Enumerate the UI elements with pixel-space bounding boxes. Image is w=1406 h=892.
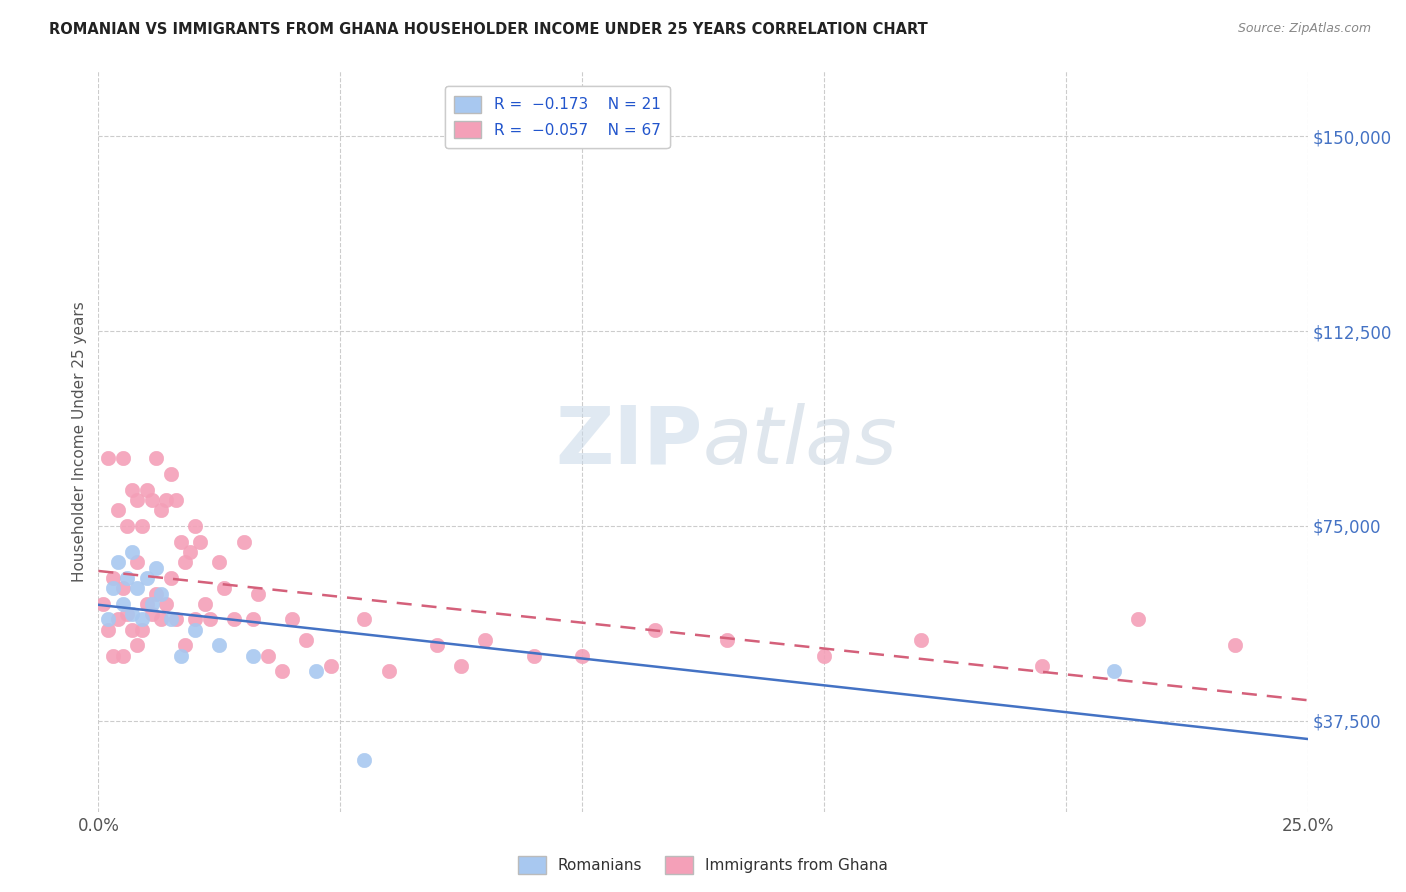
Point	[121, 623, 143, 637]
Point	[644, 623, 666, 637]
Point	[135, 571, 157, 585]
Point	[179, 545, 201, 559]
Text: ZIP: ZIP	[555, 402, 703, 481]
Point	[208, 555, 231, 569]
Legend: Romanians, Immigrants from Ghana: Romanians, Immigrants from Ghana	[512, 850, 894, 880]
Point	[141, 597, 163, 611]
Point	[1102, 665, 1125, 679]
Point	[716, 633, 738, 648]
Point	[135, 597, 157, 611]
Point	[353, 612, 375, 626]
Point	[111, 451, 134, 466]
Text: atlas: atlas	[703, 402, 898, 481]
Point	[169, 534, 191, 549]
Point	[160, 571, 183, 585]
Point	[121, 483, 143, 497]
Point	[150, 612, 173, 626]
Point	[377, 665, 399, 679]
Point	[184, 623, 207, 637]
Point	[813, 648, 835, 663]
Point	[135, 483, 157, 497]
Point	[305, 665, 328, 679]
Point	[101, 571, 124, 585]
Point	[1031, 659, 1053, 673]
Point	[256, 648, 278, 663]
Point	[523, 648, 546, 663]
Point	[141, 607, 163, 622]
Point	[127, 582, 149, 596]
Point	[910, 633, 932, 648]
Point	[160, 467, 183, 481]
Point	[145, 560, 167, 574]
Point	[174, 639, 197, 653]
Point	[169, 648, 191, 663]
Point	[174, 555, 197, 569]
Point	[91, 597, 114, 611]
Text: ROMANIAN VS IMMIGRANTS FROM GHANA HOUSEHOLDER INCOME UNDER 25 YEARS CORRELATION : ROMANIAN VS IMMIGRANTS FROM GHANA HOUSEH…	[49, 22, 928, 37]
Point	[121, 607, 143, 622]
Point	[319, 659, 342, 673]
Point	[242, 648, 264, 663]
Point	[131, 519, 153, 533]
Point	[295, 633, 318, 648]
Point	[155, 493, 177, 508]
Point	[111, 582, 134, 596]
Point	[222, 612, 245, 626]
Point	[127, 493, 149, 508]
Point	[150, 503, 173, 517]
Point	[101, 648, 124, 663]
Point	[353, 753, 375, 767]
Point	[155, 597, 177, 611]
Point	[194, 597, 217, 611]
Point	[247, 586, 270, 600]
Point	[131, 612, 153, 626]
Point	[131, 623, 153, 637]
Point	[160, 612, 183, 626]
Point	[97, 612, 120, 626]
Point	[111, 597, 134, 611]
Point	[121, 545, 143, 559]
Point	[141, 493, 163, 508]
Point	[117, 571, 139, 585]
Point	[271, 665, 294, 679]
Point	[188, 534, 211, 549]
Point	[145, 451, 167, 466]
Point	[212, 582, 235, 596]
Point	[107, 612, 129, 626]
Point	[117, 519, 139, 533]
Point	[97, 451, 120, 466]
Point	[107, 503, 129, 517]
Point	[184, 519, 207, 533]
Point	[111, 648, 134, 663]
Point	[145, 586, 167, 600]
Legend: R =  −0.173    N = 21, R =  −0.057    N = 67: R = −0.173 N = 21, R = −0.057 N = 67	[444, 87, 669, 148]
Point	[127, 639, 149, 653]
Point	[127, 555, 149, 569]
Point	[117, 607, 139, 622]
Point	[97, 623, 120, 637]
Point	[1128, 612, 1150, 626]
Point	[242, 612, 264, 626]
Point	[450, 659, 472, 673]
Point	[107, 555, 129, 569]
Text: Source: ZipAtlas.com: Source: ZipAtlas.com	[1237, 22, 1371, 36]
Point	[208, 639, 231, 653]
Point	[165, 493, 187, 508]
Point	[184, 612, 207, 626]
Point	[101, 582, 124, 596]
Point	[150, 586, 173, 600]
Point	[232, 534, 254, 549]
Point	[474, 633, 496, 648]
Y-axis label: Householder Income Under 25 years: Householder Income Under 25 years	[72, 301, 87, 582]
Point	[571, 648, 593, 663]
Point	[198, 612, 221, 626]
Point	[281, 612, 304, 626]
Point	[1223, 639, 1246, 653]
Point	[426, 639, 449, 653]
Point	[165, 612, 187, 626]
